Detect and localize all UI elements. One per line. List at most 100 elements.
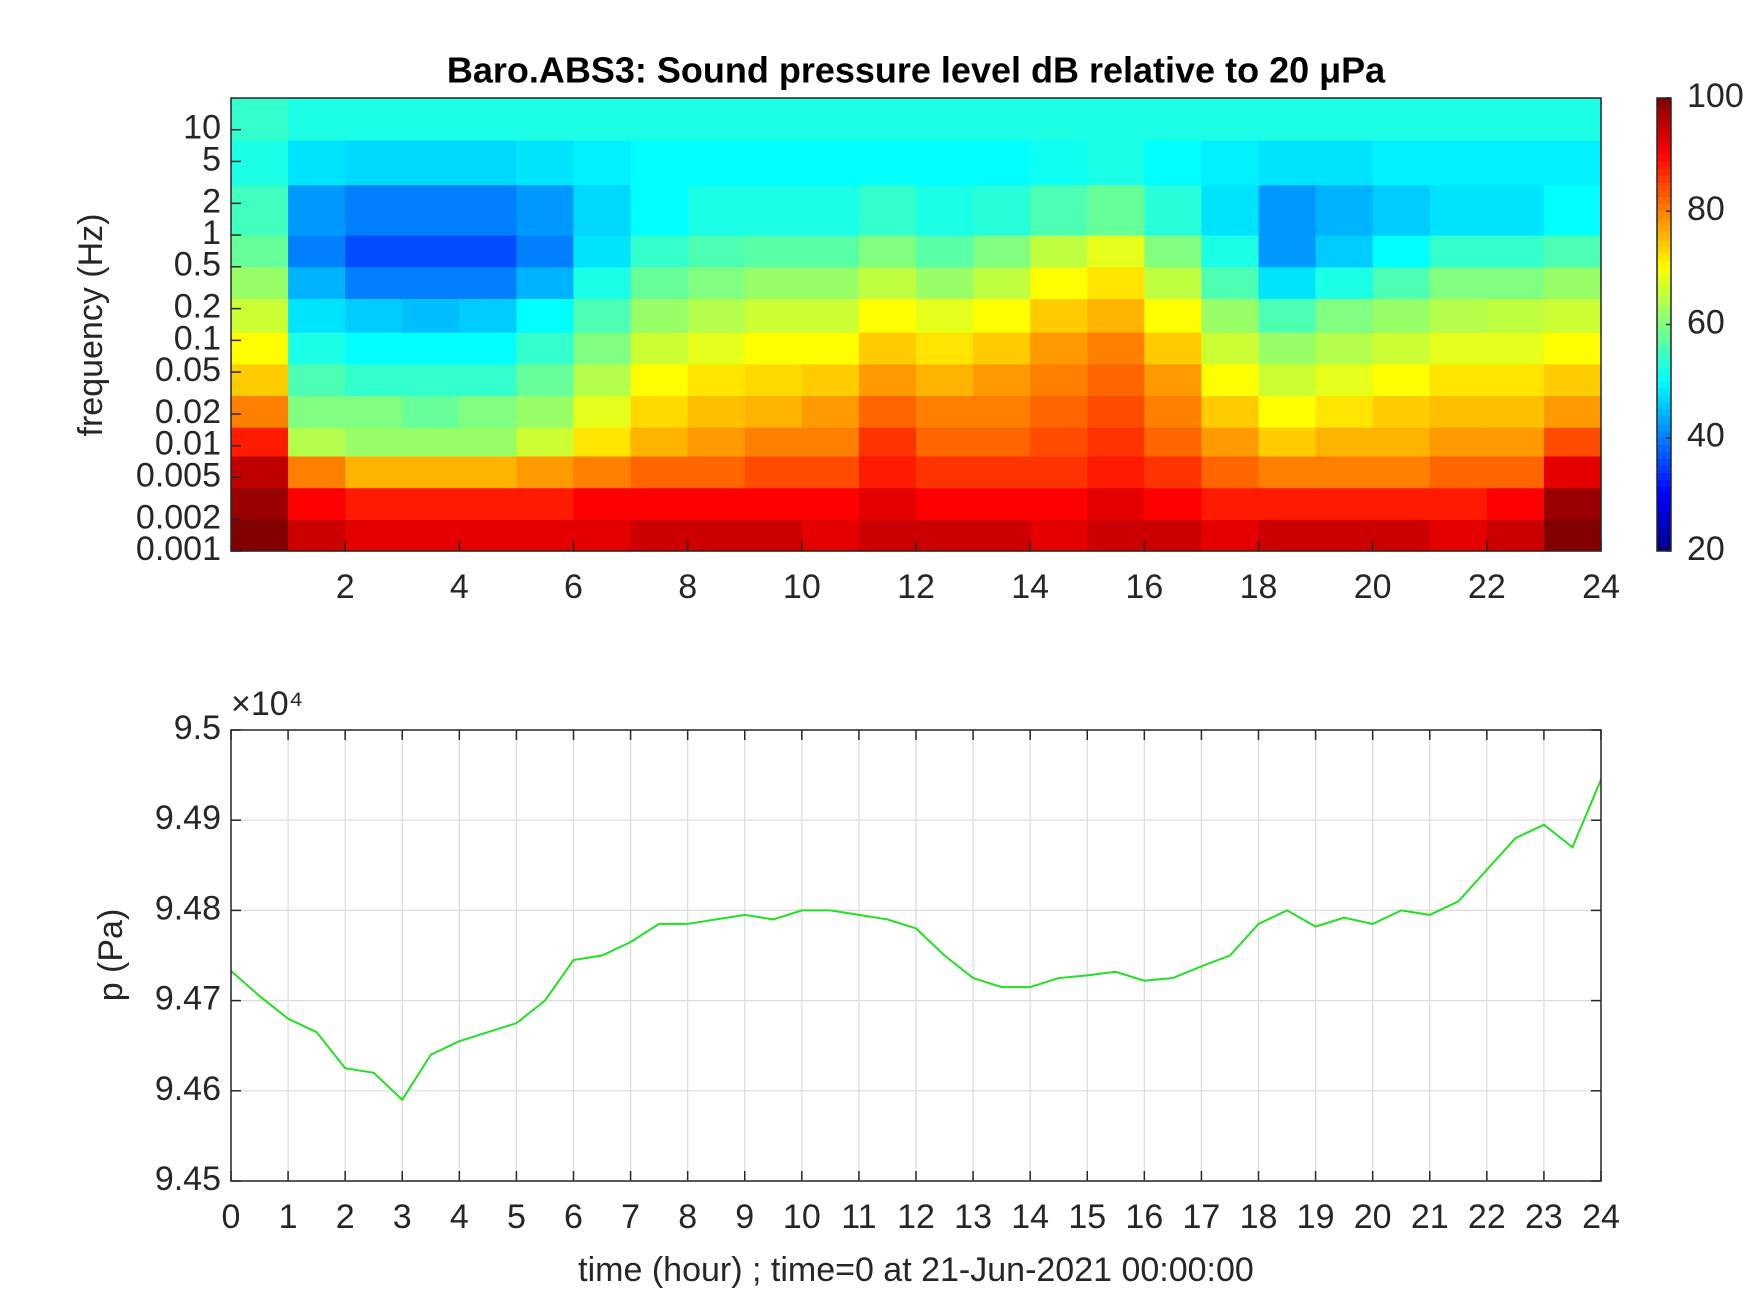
- x-tick-label: 4: [450, 568, 469, 606]
- colorbar-step: [1657, 444, 1671, 453]
- heatmap-cell: [231, 519, 289, 552]
- colorbar-step: [1657, 515, 1671, 524]
- x-tick-label: 17: [1183, 1198, 1221, 1236]
- heatmap-cell: [1087, 98, 1145, 141]
- heatmap-cell: [516, 298, 575, 333]
- colorbar-step: [1657, 366, 1671, 375]
- x-tick-label: 18: [1240, 1198, 1278, 1236]
- heatmap-cell: [459, 363, 518, 397]
- heatmap-cell: [459, 98, 518, 141]
- heatmap-cell: [402, 427, 460, 457]
- y-tick-label: 10: [183, 109, 221, 147]
- heatmap-cell: [1429, 519, 1488, 552]
- heatmap-cell: [1258, 455, 1317, 489]
- x-tick-label: 5: [507, 1198, 526, 1236]
- heatmap-cell: [630, 363, 689, 397]
- heatmap-cell: [1201, 363, 1260, 397]
- heatmap-cell: [516, 332, 575, 365]
- heatmap-cell: [801, 519, 860, 552]
- heatmap-cell: [858, 184, 917, 236]
- heatmap-cell: [916, 427, 974, 457]
- heatmap-cell: [1144, 395, 1203, 428]
- heatmap-cell: [1543, 235, 1602, 268]
- x-tick-label: 22: [1468, 1198, 1506, 1236]
- heatmap-cell: [516, 427, 575, 457]
- heatmap-cell: [744, 298, 803, 333]
- heatmap-cell: [801, 139, 860, 186]
- heatmap-cell: [345, 395, 403, 428]
- y-axis-label: p (Pa): [92, 909, 130, 1002]
- heatmap-cell: [288, 363, 346, 397]
- heatmap-cell: [858, 298, 917, 333]
- heatmap-cell: [1201, 332, 1260, 365]
- heatmap-cell: [402, 298, 460, 333]
- heatmap-cell: [630, 139, 689, 186]
- heatmap-cell: [973, 235, 1031, 268]
- heatmap-cell: [1258, 235, 1317, 268]
- heatmap-cell: [402, 266, 460, 300]
- colorbar-step: [1657, 487, 1671, 495]
- heatmap-cell: [516, 455, 575, 489]
- heatmap-cell: [459, 395, 518, 428]
- heatmap-cell: [231, 235, 289, 268]
- heatmap-cell: [1258, 363, 1317, 397]
- heatmap-cell: [1258, 395, 1317, 428]
- colorbar-step: [1657, 529, 1671, 538]
- colorbar-step: [1657, 253, 1671, 262]
- heatmap-cell: [231, 455, 289, 489]
- x-tick-label: 19: [1297, 1198, 1335, 1236]
- heatmap-cell: [1201, 139, 1260, 186]
- heatmap-cell: [744, 455, 803, 489]
- x-axis-label: time (hour) ; time=0 at 21-Jun-2021 00:0…: [578, 1251, 1254, 1289]
- heatmap-cell: [916, 455, 974, 489]
- heatmap-cell: [402, 235, 460, 268]
- heatmap-cell: [744, 98, 803, 141]
- heatmap-cell: [231, 139, 289, 186]
- heatmap-cell: [858, 427, 917, 457]
- heatmap-cell: [1030, 98, 1088, 141]
- x-tick-label: 24: [1582, 568, 1620, 606]
- x-tick-label: 14: [1011, 568, 1049, 606]
- heatmap-cell: [231, 427, 289, 457]
- heatmap-cell: [687, 427, 746, 457]
- heatmap-cell: [1372, 98, 1431, 141]
- chart-title: Baro.ABS3: Sound pressure level dB relat…: [447, 50, 1386, 91]
- x-tick-label: 13: [954, 1198, 992, 1236]
- heatmap-cell: [1486, 427, 1545, 457]
- heatmap-cell: [345, 363, 403, 397]
- heatmap-cell: [1372, 395, 1431, 428]
- heatmap-cell: [459, 332, 518, 365]
- colorbar-step: [1657, 168, 1671, 177]
- heatmap-cell: [459, 487, 518, 520]
- heatmap-cell: [630, 298, 689, 333]
- heatmap-cell: [288, 266, 346, 300]
- heatmap-cell: [744, 139, 803, 186]
- heatmap-cell: [1315, 427, 1374, 457]
- heatmap-cell: [459, 298, 518, 333]
- colorbar-step: [1657, 317, 1671, 325]
- heatmap-cell: [973, 487, 1031, 520]
- y-axis-label: frequency (Hz): [72, 214, 110, 437]
- heatmap-cell: [345, 455, 403, 489]
- colorbar-tick-label: 100: [1687, 77, 1744, 115]
- heatmap-cell: [1315, 266, 1374, 300]
- heatmap-cell: [459, 266, 518, 300]
- colorbar-tick-label: 20: [1687, 530, 1725, 568]
- heatmap-cell: [744, 235, 803, 268]
- heatmap-cell: [573, 139, 632, 186]
- heatmap-cell: [1258, 266, 1317, 300]
- colorbar-step: [1657, 239, 1671, 248]
- heatmap-cell: [1429, 363, 1488, 397]
- colorbar-step: [1657, 133, 1671, 141]
- heatmap-cell: [1087, 363, 1145, 397]
- heatmap-cell: [1429, 98, 1488, 141]
- heatmap-cell: [801, 266, 860, 300]
- heatmap-cell: [288, 519, 346, 552]
- heatmap-cell: [516, 139, 575, 186]
- heatmap-cell: [573, 184, 632, 236]
- colorbar-step: [1657, 501, 1671, 510]
- heatmap-cell: [973, 139, 1031, 186]
- colorbar-step: [1657, 508, 1671, 517]
- colorbar-step: [1657, 352, 1671, 361]
- colorbar-step: [1657, 345, 1671, 354]
